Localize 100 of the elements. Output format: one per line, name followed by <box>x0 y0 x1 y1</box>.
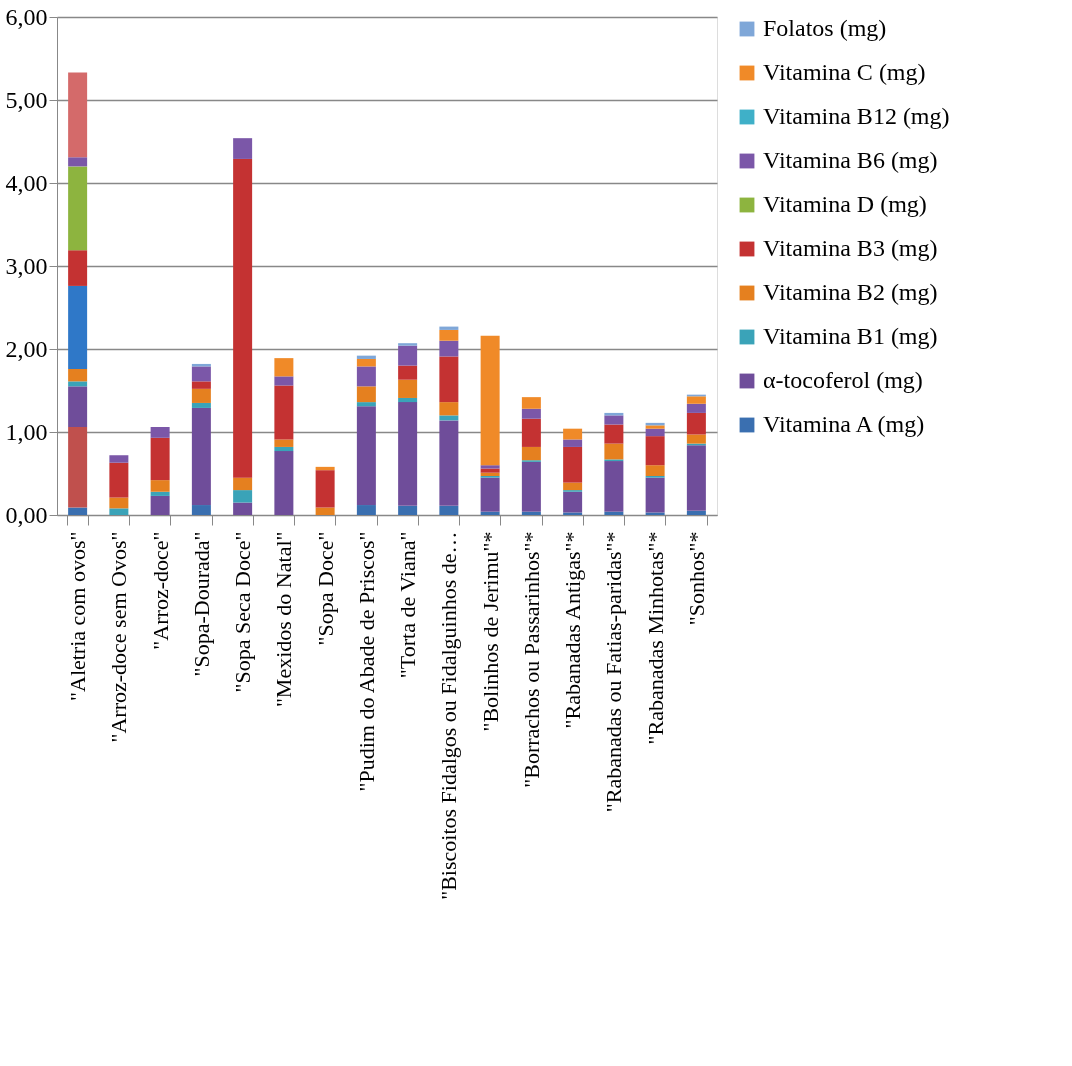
bar <box>68 72 88 158</box>
bar <box>233 502 253 515</box>
x-tick-label: "Torta de Viana" <box>395 531 421 679</box>
bar <box>398 397 418 403</box>
bar <box>191 505 211 515</box>
bar <box>191 366 211 382</box>
bar <box>439 340 459 357</box>
bar <box>233 138 253 159</box>
bar <box>439 329 459 341</box>
y-tick-label: 0,00 <box>5 501 48 528</box>
bar <box>315 507 335 515</box>
bar <box>439 415 459 421</box>
bar <box>356 406 376 506</box>
bar <box>109 508 129 515</box>
legend-label: Vitamina A (mg) <box>763 411 925 437</box>
bar <box>274 376 294 386</box>
bar <box>315 470 335 508</box>
bar <box>686 434 706 444</box>
bar <box>68 285 88 369</box>
bar <box>68 250 88 286</box>
bar <box>439 356 459 403</box>
legend-label: α-tocoferol (mg) <box>763 367 923 393</box>
bar <box>439 505 459 515</box>
bar <box>398 343 418 346</box>
bar <box>150 427 170 438</box>
bar <box>274 446 294 452</box>
bar <box>480 511 500 515</box>
x-tick-label: "Sonhos"* <box>683 531 709 626</box>
x-tick-label: "Aletria com ovos" <box>65 531 91 701</box>
x-tick-label: "Sopa Doce" <box>312 531 338 646</box>
bar <box>109 462 129 498</box>
bar <box>686 510 706 515</box>
bar <box>356 386 376 403</box>
bar <box>521 461 541 512</box>
bar <box>315 466 335 471</box>
bar <box>356 402 376 407</box>
x-tick-label: "Sopa-Dourada" <box>188 531 214 677</box>
x-tick-label: "Arroz-doce sem Ovos" <box>106 531 132 743</box>
bar <box>686 445 706 511</box>
legend-label: Vitamina D (mg) <box>763 191 927 217</box>
y-tick-label: 4,00 <box>5 169 48 196</box>
bar <box>191 381 211 389</box>
bar <box>563 446 583 483</box>
bar <box>521 511 541 515</box>
bar <box>480 468 500 473</box>
bar <box>686 396 706 404</box>
legend-label: Vitamina B3 (mg) <box>763 235 938 261</box>
x-tick-label: "Mexidos do Natal" <box>271 531 297 708</box>
bar <box>645 436 665 466</box>
bar <box>604 424 624 444</box>
bar <box>645 477 665 513</box>
bar <box>439 420 459 506</box>
bar <box>150 437 170 481</box>
bar <box>480 465 500 469</box>
bar <box>233 158 253 478</box>
legend-label: Vitamina B6 (mg) <box>763 147 938 173</box>
legend-label: Vitamina C (mg) <box>763 59 926 85</box>
bar <box>233 490 253 503</box>
bar <box>521 408 541 419</box>
x-tick-label: "Rabanadas Minhotas"* <box>642 531 668 745</box>
bar <box>480 335 500 466</box>
bar <box>563 491 583 513</box>
y-tick-label: 1,00 <box>5 418 48 445</box>
bar <box>68 507 88 515</box>
bar <box>398 345 418 366</box>
bar <box>686 412 706 435</box>
bar <box>356 355 376 359</box>
bar <box>398 402 418 506</box>
bar <box>604 461 624 512</box>
x-tick-label: "Biscoitos Fidalgos ou Fidalguinhos de… <box>436 531 462 900</box>
bar <box>356 366 376 387</box>
legend-label: Vitamina B2 (mg) <box>763 279 938 305</box>
bar <box>521 418 541 447</box>
bar <box>68 157 88 167</box>
bar <box>150 480 170 492</box>
bar <box>645 428 665 437</box>
x-tick-label: "Arroz-doce" <box>147 531 173 650</box>
bar <box>191 402 211 408</box>
bar <box>604 415 624 425</box>
bar <box>356 358 376 367</box>
bar <box>68 427 88 508</box>
bar <box>563 428 583 440</box>
bar <box>68 381 88 387</box>
bar <box>68 368 88 382</box>
y-tick-label: 6,00 <box>5 3 48 30</box>
bar <box>191 388 211 403</box>
bar <box>604 443 624 460</box>
bar <box>439 402 459 416</box>
y-tick-label: 5,00 <box>5 86 48 113</box>
bar <box>191 407 211 506</box>
legend-label: Folatos (mg) <box>763 15 887 41</box>
bar <box>274 451 294 515</box>
x-tick-label: "Pudim do Abade de Priscos" <box>353 531 379 792</box>
x-tick-label: "Borrachos ou Passarinhos"* <box>518 531 544 788</box>
bar <box>398 505 418 515</box>
bar <box>563 439 583 447</box>
bar <box>274 385 294 440</box>
bar <box>645 465 665 476</box>
bar <box>439 326 459 330</box>
bar <box>480 472 500 476</box>
